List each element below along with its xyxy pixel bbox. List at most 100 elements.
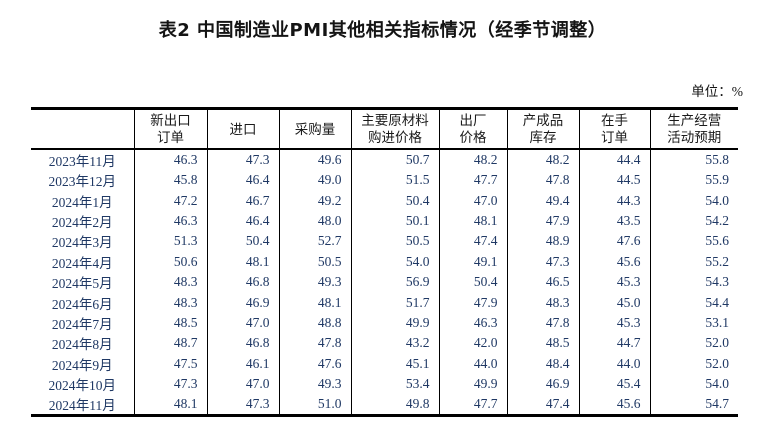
row-label: 2024年11月 (48, 398, 116, 414)
row-label: 2024年4月 (51, 255, 113, 271)
table-cell: 44.4 (578, 149, 650, 170)
table-header: 新出口 订单 进口 采购量 主要原材料 购进价格 出厂 价格 (31, 108, 738, 150)
row-label: 2024年1月 (51, 194, 113, 210)
table-cell: 48.7 (133, 333, 207, 354)
table-cell: 47.8 (278, 333, 351, 354)
table-cell: 55.8 (649, 149, 738, 170)
table-row: 2024年8月 48.7 46.8 47.8 43.2 42.0 48.5 44.7 52.0 (31, 333, 738, 354)
table-cell: 49.9 (350, 312, 439, 334)
table-cell: 54.0 (649, 373, 738, 395)
header-line: 主要原材料 (361, 113, 429, 128)
table-cell: 52.0 (649, 353, 738, 374)
corner-cell (31, 108, 134, 150)
table-cell: 53.1 (649, 312, 738, 334)
table-cell: 54.0 (649, 190, 738, 211)
table-row: 2024年1月 47.2 46.7 49.2 50.4 47.0 49.4 44.3 54.0 (31, 190, 738, 211)
column-header-ex-factory-prices: 出厂 价格 (438, 108, 507, 150)
table-cell: 54.3 (649, 271, 738, 293)
table-cell: 47.6 (278, 353, 351, 374)
header-line: 产成品 (522, 113, 564, 128)
table-cell: 50.4 (438, 271, 507, 293)
header-line: 进口 (229, 121, 257, 137)
table-cell: 44.0 (578, 353, 650, 374)
table-cell: 52.0 (649, 333, 738, 354)
table-cell: 48.9 (506, 231, 579, 252)
table-cell: 48.1 (438, 210, 507, 232)
table-cell: 48.0 (278, 210, 351, 232)
row-label: 2024年2月 (51, 214, 113, 230)
table-cell: 48.1 (206, 251, 279, 272)
row-label: 2024年6月 (51, 296, 113, 312)
table-cell: 44.7 (578, 333, 650, 354)
row-label: 2023年12月 (48, 174, 117, 190)
table-cell: 45.6 (578, 251, 650, 272)
table-cell: 43.5 (578, 210, 650, 232)
table-cell: 45.3 (578, 271, 650, 293)
table-cell: 48.3 (133, 292, 207, 313)
table-cell: 50.6 (133, 251, 207, 272)
table-cell: 45.0 (578, 292, 650, 313)
table-cell: 53.4 (350, 373, 439, 395)
table-cell: 48.8 (278, 312, 351, 334)
column-header-input-prices: 主要原材料 购进价格 (350, 108, 439, 150)
table-row: 2024年6月 48.3 46.9 48.1 51.7 47.9 48.3 45.0 54.4 (31, 292, 738, 313)
table-cell: 54.2 (649, 210, 738, 232)
table-row: 2023年11月 46.3 47.3 49.6 50.7 48.2 48.2 44.4 55.8 (31, 149, 738, 170)
table-cell: 46.4 (206, 210, 279, 232)
table-cell: 48.5 (506, 333, 579, 354)
table-cell: 49.2 (278, 190, 351, 211)
row-label: 2024年10月 (48, 378, 117, 394)
table-cell: 46.8 (206, 333, 279, 354)
column-header-backlog-orders: 在手 订单 (578, 108, 650, 150)
column-header-purchasing-volume: 采购量 (278, 108, 351, 150)
table-row: 2024年4月 50.6 48.1 50.5 54.0 49.1 47.3 45.6 55.2 (31, 251, 738, 272)
header-line: 订单 (157, 130, 184, 145)
table-cell: 47.7 (438, 170, 507, 191)
table-cell: 46.3 (133, 149, 207, 170)
table-cell: 42.0 (438, 333, 507, 354)
table-cell: 49.3 (278, 373, 351, 395)
header-row: 新出口 订单 进口 采购量 主要原材料 购进价格 出厂 价格 (31, 108, 738, 150)
page-title: 表2 中国制造业PMI其他相关指标情况（经季节调整） (158, 20, 607, 41)
table-cell: 47.3 (206, 149, 279, 170)
table-cell: 47.3 (506, 251, 579, 272)
table-cell: 54.4 (649, 292, 738, 313)
table-cell: 48.5 (133, 312, 207, 334)
table-cell: 46.8 (206, 271, 279, 293)
row-label: 2024年3月 (51, 235, 113, 251)
table-cell: 47.3 (206, 394, 279, 416)
table-cell: 48.1 (133, 394, 207, 416)
table-cell: 48.1 (278, 292, 351, 313)
table-cell: 47.4 (506, 394, 579, 416)
table-cell: 51.0 (278, 394, 351, 416)
row-label: 2024年8月 (51, 337, 113, 353)
table-row: 2024年3月 51.3 50.4 52.7 50.5 47.4 48.9 47.6 55.6 (31, 231, 738, 252)
header-line: 采购量 (294, 121, 336, 137)
table-cell: 47.5 (133, 353, 207, 374)
table-cell: 46.5 (506, 271, 579, 293)
table-cell: 49.4 (506, 190, 579, 211)
header-line: 活动预期 (667, 130, 722, 145)
table-cell: 47.8 (506, 170, 579, 191)
row-label: 2024年5月 (51, 276, 113, 292)
table-cell: 49.8 (350, 394, 439, 416)
table-cell: 46.9 (506, 373, 579, 395)
table-cell: 47.9 (506, 210, 579, 232)
table-cell: 50.4 (206, 231, 279, 252)
table-cell: 55.2 (649, 251, 738, 272)
table-cell: 47.9 (438, 292, 507, 313)
row-label: 2024年9月 (51, 357, 113, 373)
table-cell: 45.4 (578, 373, 650, 395)
table-cell: 50.5 (278, 251, 351, 272)
row-label: 2024年7月 (51, 316, 113, 332)
table-cell: 45.3 (578, 312, 650, 334)
table-cell: 49.0 (278, 170, 351, 191)
table-row: 2024年10月 47.3 47.0 49.3 53.4 49.9 46.9 45.4 54.0 (31, 373, 738, 395)
table-cell: 55.9 (649, 170, 738, 191)
table-cell: 45.1 (350, 353, 439, 374)
header-line: 价格 (459, 130, 487, 145)
table-cell: 47.8 (506, 312, 579, 334)
table-cell: 47.2 (133, 190, 207, 211)
table-cell: 54.7 (649, 394, 738, 416)
